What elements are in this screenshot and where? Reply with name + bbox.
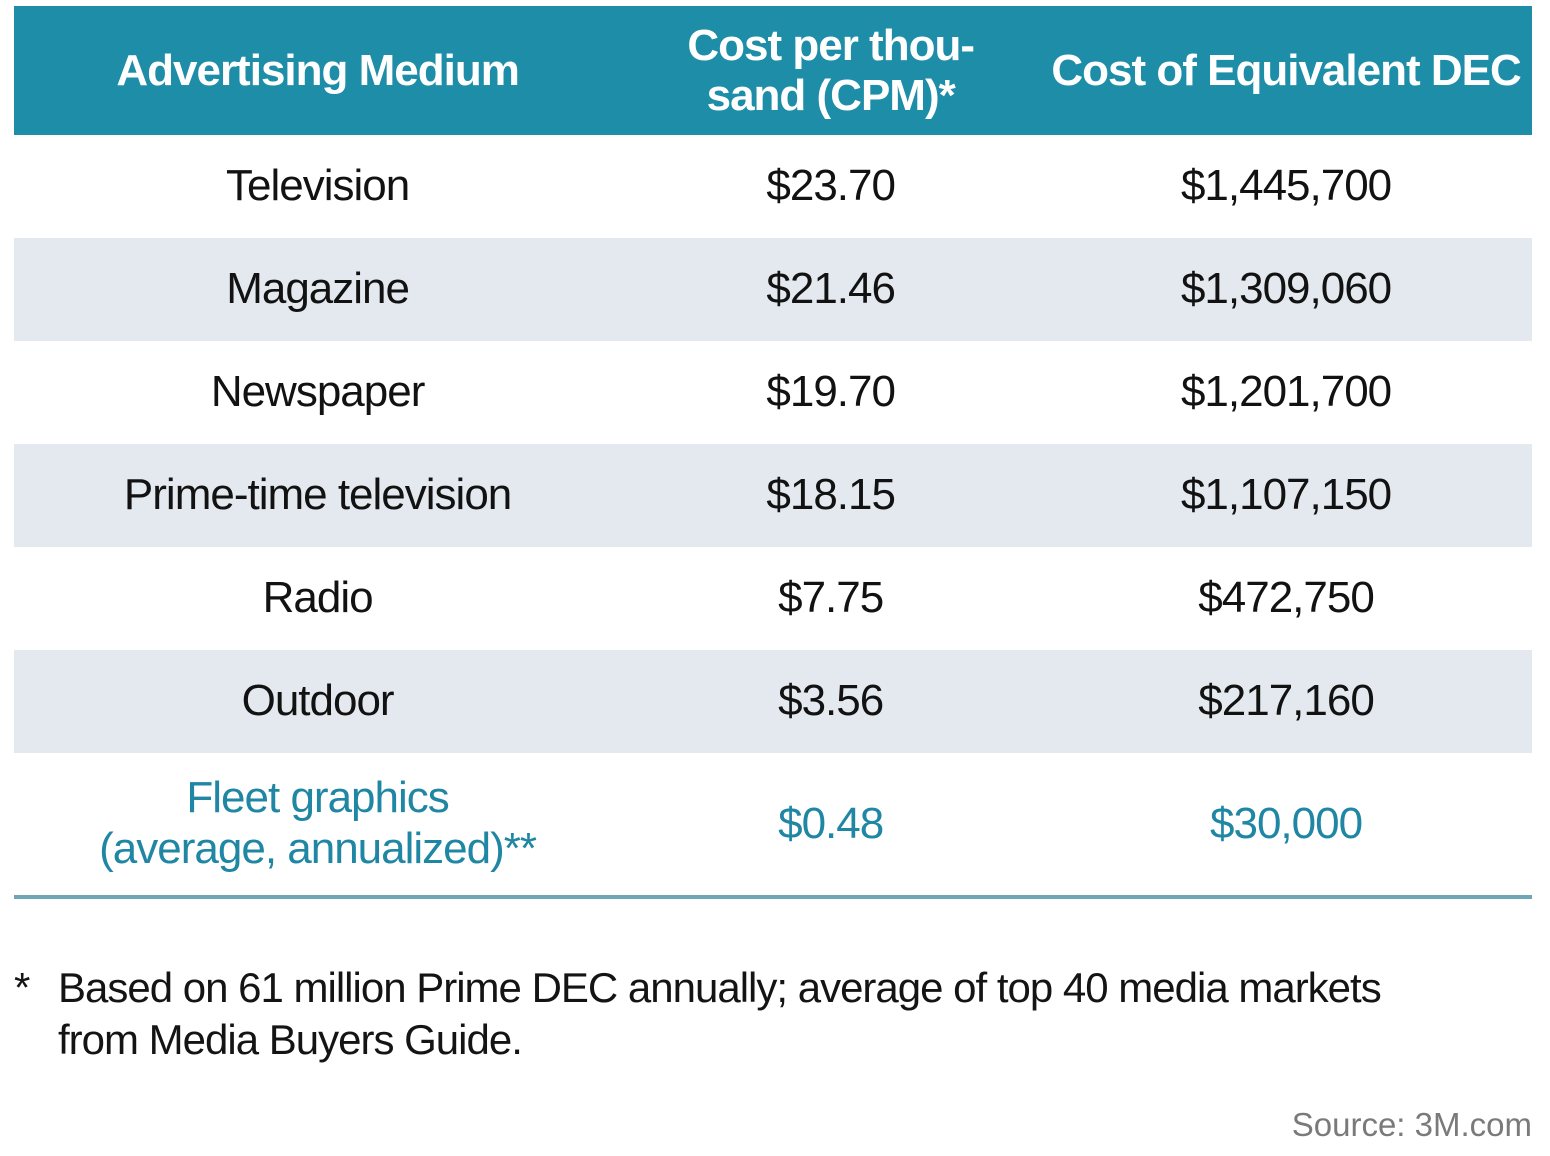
footnote-marker: * — [14, 964, 30, 1011]
table-body: Television $23.70 $1,445,700 Magazine $21.46… — [14, 135, 1532, 895]
table-header-row: Advertising Medium Cost per thou- sand (… — [14, 6, 1532, 135]
cpm-cell: $18.15 — [766, 470, 896, 520]
dec-cell: $1,107,150 — [1180, 470, 1392, 520]
dec-cell: $1,445,700 — [1180, 161, 1392, 211]
footnote-text: Based on 61 million Prime DEC annually; … — [58, 964, 1382, 1063]
cpm-cell: $3.56 — [778, 676, 884, 726]
dec-cell: $1,309,060 — [1180, 264, 1392, 314]
dec-cell: $1,201,700 — [1180, 367, 1392, 417]
table-row: Fleet graphics (average, annualized)** $0… — [14, 753, 1532, 895]
table-row: Prime-time television $18.15 $1,107,150 — [14, 444, 1532, 547]
source-credit: Source: 3M.com — [1291, 1106, 1532, 1143]
medium-cell: Television — [225, 161, 410, 211]
col-header-cpm: Cost per thou- sand (CPM)* — [687, 21, 975, 120]
medium-cell: Outdoor — [241, 676, 395, 726]
cost-comparison-table: Advertising Medium Cost per thou- sand (… — [14, 6, 1532, 899]
footnote: * Based on 61 million Prime DEC annually… — [14, 962, 1514, 1066]
dec-cell: $217,160 — [1198, 676, 1375, 726]
medium-cell: Fleet graphics (average, annualized)** — [99, 773, 537, 873]
cpm-cell: $21.46 — [766, 264, 896, 314]
cpm-cell: $7.75 — [778, 573, 884, 623]
table-row: Outdoor $3.56 $217,160 — [14, 650, 1532, 753]
table-row: Magazine $21.46 $1,309,060 — [14, 238, 1532, 341]
cpm-cell: $23.70 — [766, 161, 896, 211]
table-bottom-rule — [14, 895, 1532, 899]
dec-cell: $30,000 — [1210, 798, 1363, 848]
medium-cell: Prime-time television — [123, 470, 512, 520]
medium-cell: Magazine — [226, 264, 410, 314]
table-row: Television $23.70 $1,445,700 — [14, 135, 1532, 238]
table-row: Radio $7.75 $472,750 — [14, 547, 1532, 650]
dec-cell: $472,750 — [1198, 573, 1375, 623]
table-row: Newspaper $19.70 $1,201,700 — [14, 341, 1532, 444]
cpm-cell: $0.48 — [778, 798, 884, 848]
medium-cell: Radio — [262, 573, 374, 623]
col-header-equivalent-dec: Cost of Equivalent DEC — [1051, 45, 1521, 95]
col-header-advertising-medium: Advertising Medium — [116, 45, 520, 95]
medium-cell: Newspaper — [210, 367, 426, 417]
cpm-cell: $19.70 — [766, 367, 896, 417]
